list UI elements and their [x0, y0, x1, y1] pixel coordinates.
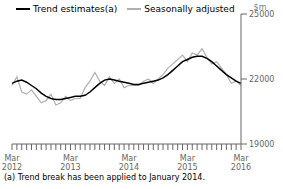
html-text:Trend estimates(a): Trend estimates(a) [33, 4, 118, 14]
svg-text:Mar2013: Mar2013 [60, 154, 80, 172]
svg-text:Mar2014: Mar2014 [119, 154, 139, 172]
html-text:(a) Trend break has been appli: (a) Trend break has been applied to Janu… [4, 173, 205, 182]
svg-text:$m: $m [254, 3, 267, 12]
svg-text:Mar2012: Mar2012 [8, 154, 22, 172]
html-text:Seasonally adjusted: Seasonally adjusted [144, 4, 235, 14]
svg-text:Mar2015: Mar2015 [177, 154, 197, 172]
svg-text:19000: 19000 [249, 140, 274, 149]
svg-text:22000: 22000 [249, 75, 274, 84]
svg-text:Mar2016: Mar2016 [231, 154, 251, 172]
svg-text:25000: 25000 [249, 9, 275, 19]
